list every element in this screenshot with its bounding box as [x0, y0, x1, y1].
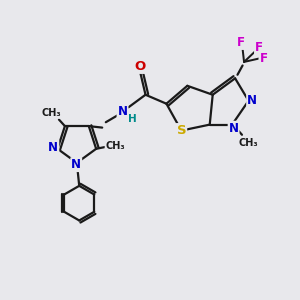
- Text: N: N: [48, 140, 58, 154]
- Text: CH₃: CH₃: [106, 141, 125, 151]
- Text: S: S: [176, 124, 186, 137]
- Text: N: N: [71, 158, 81, 171]
- Text: H: H: [128, 114, 137, 124]
- Text: N: N: [247, 94, 257, 107]
- Text: F: F: [260, 52, 268, 65]
- Text: N: N: [118, 105, 128, 118]
- Text: O: O: [134, 60, 145, 73]
- Text: F: F: [255, 41, 263, 54]
- Text: CH₃: CH₃: [42, 108, 62, 118]
- Text: CH₃: CH₃: [238, 137, 258, 148]
- Text: F: F: [236, 36, 244, 49]
- Text: N: N: [229, 122, 238, 135]
